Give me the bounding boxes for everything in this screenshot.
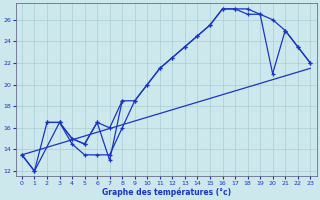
- X-axis label: Graphe des températures (°c): Graphe des températures (°c): [101, 187, 231, 197]
